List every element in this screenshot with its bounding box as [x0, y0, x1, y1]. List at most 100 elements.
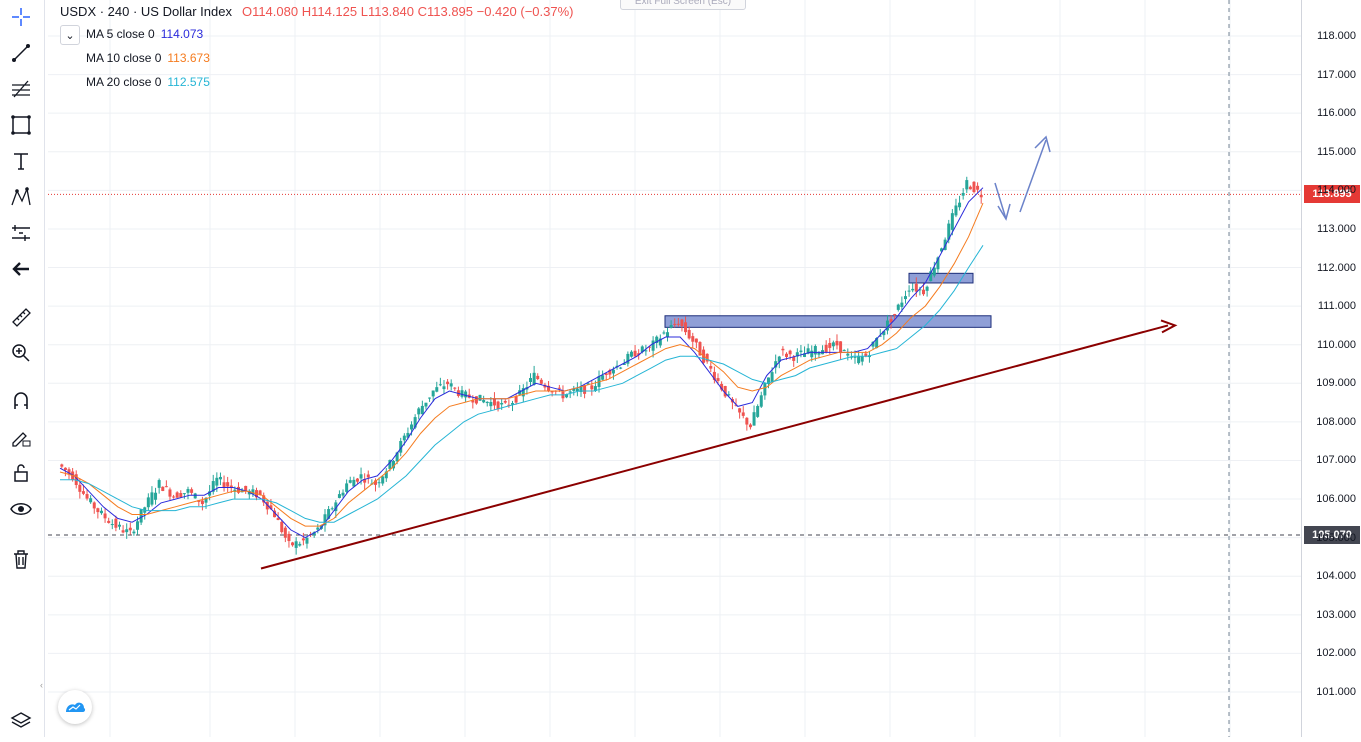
candle-up [211, 481, 215, 492]
candle-down [229, 485, 233, 489]
candle-up [586, 383, 590, 385]
trash-icon[interactable] [6, 544, 36, 574]
price-tick-label: 115.000 [1317, 145, 1356, 158]
forecast-icon[interactable] [6, 218, 36, 248]
candle-up [424, 402, 428, 407]
candle-up [442, 386, 446, 390]
candle-down [824, 344, 828, 352]
candle-up [420, 405, 424, 415]
candle-down [60, 464, 64, 467]
candle-up [218, 476, 222, 480]
collapse-handle-icon[interactable]: ‹ [40, 680, 43, 690]
candle-up [766, 377, 770, 384]
candle-up [777, 356, 781, 362]
candle-up [489, 401, 493, 407]
fib-icon[interactable] [6, 74, 36, 104]
candle-up [381, 476, 385, 484]
candle-down [680, 319, 684, 327]
candle-up [417, 408, 421, 415]
candle-up [774, 361, 778, 368]
candle-up [377, 482, 381, 484]
candle-up [770, 372, 774, 382]
trend-line-icon[interactable] [6, 38, 36, 68]
candle-up [799, 350, 803, 352]
candle-up [572, 388, 576, 391]
candle-up [655, 336, 659, 343]
price-tick-label: 112.000 [1317, 261, 1356, 274]
candle-up [521, 388, 525, 397]
legend-collapse-button[interactable]: ⌄ [60, 25, 80, 45]
eye-icon[interactable] [6, 494, 36, 524]
candle-up [139, 509, 143, 523]
candle-up [961, 192, 965, 196]
candle-up [215, 477, 219, 486]
pattern-icon[interactable] [6, 182, 36, 212]
candle-down [92, 502, 96, 509]
magnet-icon[interactable] [6, 386, 36, 416]
candle-up [154, 492, 158, 500]
candle-up [568, 391, 572, 393]
candle-up [903, 296, 907, 300]
candle-down [78, 484, 82, 492]
ruler-icon[interactable] [6, 302, 36, 332]
candle-up [896, 304, 900, 310]
tradingview-logo-icon[interactable] [58, 690, 92, 724]
candle-up [842, 349, 846, 352]
zoom-icon[interactable] [6, 338, 36, 368]
rectangle-icon[interactable] [6, 110, 36, 140]
candle-down [121, 530, 125, 533]
candle-up [810, 350, 814, 358]
symbol-title[interactable]: USDX · 240 · US Dollar Index [60, 4, 232, 19]
chart-pane[interactable] [48, 0, 1301, 737]
lock-drawing-icon[interactable] [6, 422, 36, 452]
exit-fullscreen-button[interactable]: Exit Full Screen (Esc) [620, 0, 746, 10]
crosshair-price-label: 105.070 [1304, 525, 1360, 544]
indicator-value: 114.073 [160, 27, 204, 41]
price-tick-label: 113.000 [1317, 222, 1356, 235]
candle-down [175, 492, 179, 498]
indicator-ma10[interactable]: MA 10 close 0 113.673 [86, 51, 210, 65]
price-chart[interactable] [48, 0, 1301, 737]
candle-down [96, 508, 100, 513]
candle-down [190, 489, 194, 493]
candle-down [168, 489, 172, 497]
candle-down [914, 283, 918, 292]
candle-down [828, 342, 832, 348]
candle-up [334, 502, 338, 512]
candle-up [954, 205, 958, 216]
candle-down [514, 396, 518, 403]
candle-up [89, 498, 93, 503]
candle-up [399, 441, 403, 453]
candle-up [611, 369, 615, 374]
price-tick-label: 114.000 [1317, 184, 1356, 197]
layers-icon[interactable] [6, 706, 36, 736]
candle-down [712, 371, 716, 380]
indicator-ma5[interactable]: MA 5 close 0 114.073 [86, 27, 203, 41]
crosshair-icon[interactable] [6, 2, 36, 32]
candle-down [694, 338, 698, 343]
candle-down [244, 485, 248, 492]
price-axis[interactable]: 105.070 113.895 101.000 102.000 103.000 104… [1301, 0, 1361, 737]
price-tick-label: 106.000 [1316, 493, 1356, 506]
back-arrow-icon[interactable] [6, 254, 36, 284]
candle-down [583, 385, 587, 394]
projection-arrowhead-down [997, 203, 1011, 221]
candle-down [785, 353, 789, 357]
indicator-ma20[interactable]: MA 20 close 0 112.575 [86, 75, 210, 89]
price-tick-label: 102.000 [1316, 647, 1356, 660]
candle-up [911, 288, 915, 291]
candle-up [460, 390, 464, 397]
candle-up [413, 417, 417, 428]
candle-down [507, 404, 511, 406]
candle-down [788, 350, 792, 355]
unlock-icon[interactable] [6, 458, 36, 488]
candle-up [438, 384, 442, 386]
candle-up [402, 435, 406, 441]
candle-up [658, 338, 662, 346]
candle-down [269, 505, 273, 510]
candle-up [619, 367, 623, 369]
candle-up [435, 387, 439, 392]
text-icon[interactable] [6, 146, 36, 176]
candle-down [67, 469, 71, 474]
candle-up [929, 271, 933, 282]
